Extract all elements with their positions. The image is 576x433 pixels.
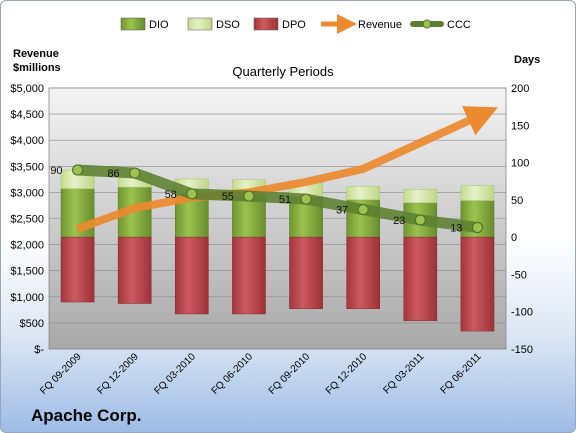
x-tick-label: FQ 09-2009 <box>38 351 84 397</box>
left-tick-label: $1,000 <box>10 292 44 304</box>
ccc-line <box>72 164 483 233</box>
ccc-data-label: 86 <box>107 168 119 180</box>
right-tick-label: 150 <box>511 120 529 132</box>
legend-swatch-dpo <box>253 17 279 31</box>
legend-swatch-dio <box>120 17 146 31</box>
left-tick-label: $1,500 <box>10 266 44 278</box>
left-tick-label: $- <box>34 344 44 356</box>
left-tick-label: $3,500 <box>10 161 44 173</box>
left-tick-label: $2,000 <box>10 240 44 252</box>
legend-label-dpo: DPO <box>282 19 306 31</box>
dpo-bar <box>232 236 266 315</box>
ccc-point <box>471 221 483 233</box>
ccc-point <box>300 193 312 205</box>
ccc-point <box>243 190 255 202</box>
left-axis-ticks: $- $500 $1,000 $1,500 $2,000 $2,500 $3,000 $3,5… <box>10 83 44 356</box>
left-tick-label: $5,000 <box>10 83 44 95</box>
ccc-data-label: 58 <box>165 189 177 201</box>
ccc-data-label: 37 <box>336 205 348 217</box>
x-tick-label: FQ 12-2009 <box>95 351 141 397</box>
left-tick-label: $4,500 <box>10 109 44 121</box>
dpo-bar <box>117 236 152 304</box>
right-tick-label: 200 <box>511 83 529 95</box>
right-tick-label: 100 <box>511 158 529 170</box>
x-tick-label: FQ 09-2010 <box>267 351 313 397</box>
dso-bar <box>403 189 438 204</box>
left-axis-label-line1: Revenue <box>13 48 59 60</box>
legend-label-revenue: Revenue <box>358 19 402 31</box>
ccc-data-label: 55 <box>222 191 234 203</box>
ccc-data-label: 23 <box>393 215 405 227</box>
dpo-bar <box>174 236 209 315</box>
left-tick-label: $500 <box>20 318 44 330</box>
right-tick-label: 50 <box>511 195 523 207</box>
dpo-bar <box>289 236 323 309</box>
legend-swatch-ccc-marker <box>422 19 432 29</box>
legend-label-ccc: CCC <box>447 19 471 31</box>
ccc-data-label: 51 <box>279 194 291 206</box>
right-tick-label: -100 <box>511 307 533 319</box>
left-tick-label: $4,000 <box>10 135 44 147</box>
legend-label-dio: DIO <box>149 19 169 31</box>
ccc-point <box>414 214 426 226</box>
right-tick-label: 0 <box>511 232 517 244</box>
dpo-bar <box>403 236 438 321</box>
ccc-data-label: 90 <box>50 165 62 177</box>
ccc-point <box>186 188 198 200</box>
right-axis-label: Days <box>514 54 540 66</box>
x-tick-label: FQ 06-2010 <box>210 351 256 397</box>
dpo-bar <box>346 236 381 309</box>
right-tick-label: -50 <box>511 269 527 281</box>
x-tick-label: FQ 03-2010 <box>152 351 198 397</box>
dso-bar <box>460 185 495 201</box>
x-tick-label: FQ 06-2011 <box>439 351 484 396</box>
ccc-point <box>129 167 141 179</box>
left-axis-label-line2: $millions <box>13 62 61 74</box>
ccc-point <box>72 164 84 176</box>
x-tick-label: FQ 03-2011 <box>381 351 426 396</box>
revenue-line-group <box>76 106 498 233</box>
x-tick-label: FQ 12-2010 <box>324 351 370 397</box>
left-tick-label: $3,000 <box>10 187 44 199</box>
dso-bar <box>346 186 381 201</box>
legend: DIO DSO DPO Revenue CCC <box>120 14 471 34</box>
dpo-bar <box>60 236 95 303</box>
company-name: Apache Corp. <box>31 406 142 425</box>
ccc-line-group: 90 86 58 55 51 37 23 13 <box>50 164 483 234</box>
x-axis-ticks: FQ 09-2009 FQ 12-2009 FQ 03-2010 FQ 06-2010… <box>38 351 484 397</box>
right-tick-label: -150 <box>511 344 533 356</box>
dpo-bar <box>460 236 495 332</box>
legend-swatch-dso <box>187 17 213 31</box>
dio-bar <box>60 188 95 238</box>
legend-label-dso: DSO <box>216 19 240 31</box>
ccc-point <box>357 204 369 216</box>
revenue-line <box>76 106 498 233</box>
ccc-data-label: 13 <box>450 222 462 234</box>
left-tick-label: $2,500 <box>10 214 44 226</box>
chart-title: Quarterly Periods <box>232 64 334 79</box>
right-axis-ticks: -150 -100 -50 0 50 100 150 200 <box>511 83 533 356</box>
